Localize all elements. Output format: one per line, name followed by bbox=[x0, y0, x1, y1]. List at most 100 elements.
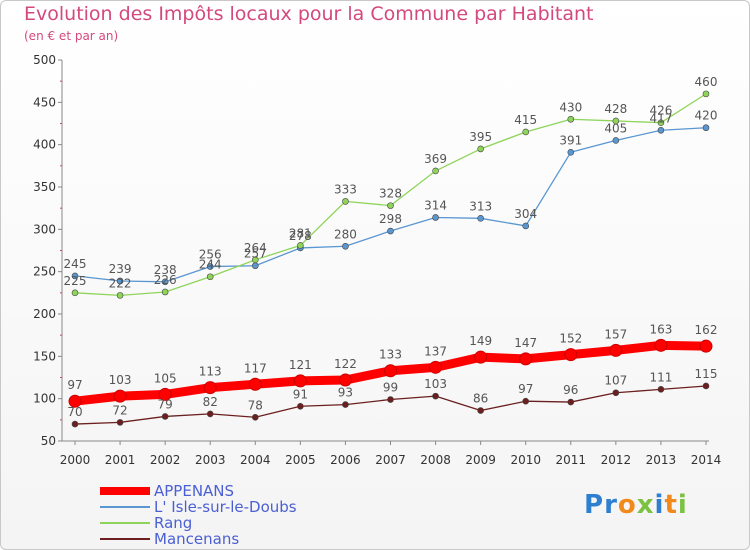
data-point bbox=[116, 277, 124, 285]
legend-swatch bbox=[100, 538, 150, 540]
x-tick-label: 2005 bbox=[285, 453, 316, 467]
data-label: 157 bbox=[604, 327, 627, 341]
data-point bbox=[206, 263, 214, 270]
data-point bbox=[71, 420, 79, 428]
logo-letter: t bbox=[664, 490, 678, 520]
data-label: 133 bbox=[379, 348, 402, 362]
data-label: 70 bbox=[67, 405, 82, 419]
data-label: 96 bbox=[563, 383, 578, 397]
data-label: 415 bbox=[514, 113, 537, 127]
legend-item: Mancenans bbox=[100, 531, 400, 547]
data-point bbox=[522, 397, 530, 405]
data-label: 304 bbox=[514, 207, 537, 221]
data-point bbox=[657, 126, 665, 134]
data-point bbox=[432, 167, 439, 175]
data-label: 163 bbox=[649, 322, 672, 336]
data-point bbox=[609, 343, 623, 357]
data-point bbox=[477, 407, 484, 414]
data-label: 225 bbox=[64, 274, 87, 288]
data-label: 147 bbox=[514, 336, 537, 350]
data-point bbox=[161, 413, 169, 420]
x-tick-label: 2008 bbox=[420, 453, 451, 467]
data-point bbox=[657, 119, 665, 126]
data-label: 149 bbox=[469, 334, 492, 348]
data-label: 111 bbox=[649, 370, 672, 384]
data-point bbox=[699, 339, 713, 353]
data-point bbox=[702, 382, 710, 390]
y-tick-label: 250 bbox=[33, 265, 56, 279]
x-tick-label: 2004 bbox=[240, 453, 271, 467]
x-tick-label: 2009 bbox=[465, 453, 496, 467]
data-label: 97 bbox=[518, 382, 533, 396]
data-point bbox=[432, 392, 439, 400]
x-tick-label: 2012 bbox=[601, 453, 632, 467]
legend-label: Mancenans bbox=[154, 530, 240, 548]
data-point bbox=[251, 256, 259, 264]
data-label: 117 bbox=[244, 361, 267, 375]
data-label: 238 bbox=[154, 263, 177, 277]
data-point bbox=[657, 386, 665, 393]
data-label: 256 bbox=[199, 248, 222, 262]
data-label: 226 bbox=[154, 273, 177, 287]
data-point bbox=[251, 262, 259, 270]
data-label: 137 bbox=[424, 344, 447, 358]
x-tick-label: 2000 bbox=[60, 453, 91, 467]
data-point bbox=[477, 145, 484, 153]
legend-swatch bbox=[100, 522, 150, 524]
data-point bbox=[702, 124, 710, 132]
data-label: 79 bbox=[158, 397, 173, 411]
data-label: 328 bbox=[379, 187, 402, 201]
data-point bbox=[387, 227, 394, 235]
data-label: 113 bbox=[199, 365, 222, 379]
y-tick-label: 400 bbox=[33, 138, 56, 152]
data-point bbox=[342, 242, 349, 250]
chart-subtitle: (en € et par an) bbox=[24, 29, 119, 43]
data-label: 313 bbox=[469, 199, 492, 213]
legend-item: Rang bbox=[100, 515, 400, 531]
data-label: 107 bbox=[604, 374, 627, 388]
data-label: 152 bbox=[559, 332, 582, 346]
data-label: 72 bbox=[112, 403, 127, 417]
legend-item: APPENANS bbox=[100, 483, 400, 499]
data-label: 78 bbox=[248, 398, 263, 412]
y-tick-label: 350 bbox=[33, 180, 56, 194]
data-point bbox=[387, 202, 394, 209]
data-point bbox=[654, 338, 668, 352]
logo-letter: i bbox=[677, 490, 688, 520]
x-tick-label: 2006 bbox=[330, 453, 361, 467]
data-label: 280 bbox=[334, 227, 357, 241]
data-label: 103 bbox=[109, 373, 132, 387]
data-point bbox=[342, 401, 349, 408]
y-tick-label: 150 bbox=[33, 349, 56, 363]
data-label: 244 bbox=[199, 258, 222, 272]
logo-letter: i bbox=[654, 490, 665, 520]
logo-letter: o bbox=[617, 490, 637, 520]
data-point bbox=[567, 398, 575, 406]
data-point bbox=[612, 389, 620, 397]
data-point bbox=[206, 273, 214, 281]
x-tick-label: 2014 bbox=[691, 453, 722, 467]
y-tick-label: 300 bbox=[33, 222, 56, 236]
chart-title: Evolution des Impôts locaux pour la Comm… bbox=[24, 3, 594, 25]
x-tick-label: 2001 bbox=[105, 453, 136, 467]
data-label: 314 bbox=[424, 198, 447, 212]
logo-letter: P bbox=[584, 490, 605, 520]
data-label: 115 bbox=[695, 367, 718, 381]
data-point bbox=[384, 364, 397, 378]
data-label: 333 bbox=[334, 182, 357, 196]
legend-item: L' Isle-sur-le-Doubs bbox=[100, 499, 400, 515]
data-point bbox=[612, 137, 620, 144]
data-point bbox=[203, 381, 217, 395]
logo-letter: x bbox=[636, 490, 655, 520]
data-label: 298 bbox=[379, 212, 402, 226]
data-point bbox=[564, 348, 578, 362]
legend-label: APPENANS bbox=[154, 482, 235, 500]
data-label: 239 bbox=[109, 262, 132, 276]
data-point bbox=[71, 289, 79, 297]
data-label: 222 bbox=[109, 276, 132, 290]
y-tick-label: 100 bbox=[33, 392, 56, 406]
data-label: 97 bbox=[67, 378, 82, 392]
y-tick-label: 200 bbox=[33, 307, 56, 321]
data-point bbox=[522, 222, 530, 230]
